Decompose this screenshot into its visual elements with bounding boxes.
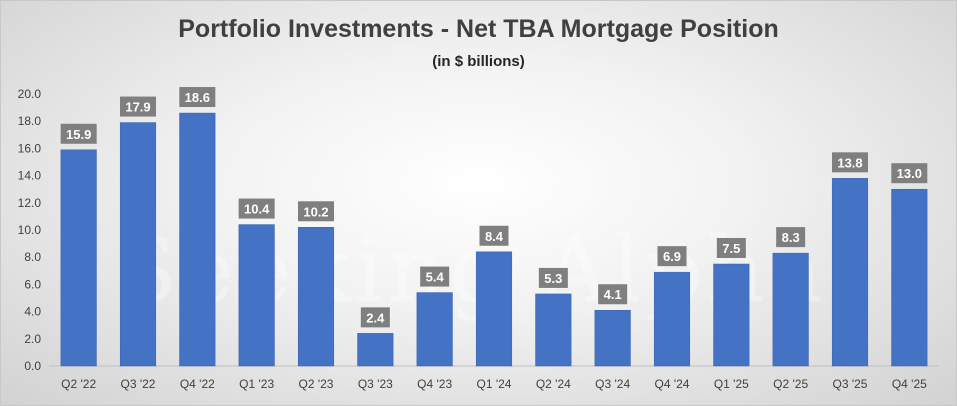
- x-tick-label: Q3 '23: [358, 377, 393, 391]
- chart-subtitle: (in $ billions): [432, 53, 525, 70]
- x-tick-label: Q4 '24: [655, 377, 690, 391]
- x-tick-label: Q1 '25: [714, 377, 749, 391]
- data-label: 8.4: [485, 229, 504, 244]
- bar: [653, 271, 691, 367]
- data-label-box: [179, 87, 216, 108]
- y-tick-label: 14.0: [18, 169, 42, 183]
- data-label-box: [420, 266, 450, 287]
- bar: [772, 252, 809, 367]
- data-label: 6.9: [663, 249, 681, 264]
- x-tick-label: Q2 '22: [61, 377, 96, 391]
- y-tick-label: 18.0: [18, 114, 42, 128]
- y-tick-label: 6.0: [24, 277, 41, 291]
- x-tick-label: Q2 '23: [299, 377, 334, 391]
- data-label-box: [832, 152, 868, 173]
- data-label-box: [891, 163, 928, 184]
- data-label: 2.4: [366, 310, 385, 325]
- bar: [713, 263, 750, 367]
- data-label-box: [776, 227, 806, 248]
- y-tick-label: 10.0: [18, 223, 42, 237]
- data-label: 13.0: [897, 166, 922, 181]
- bar: [119, 122, 157, 367]
- bar: [60, 149, 97, 367]
- data-label: 18.6: [185, 90, 210, 105]
- data-label-box: [60, 123, 97, 144]
- data-label-box: [716, 238, 746, 258]
- bar: [238, 224, 275, 367]
- x-tick-label: Q3 '24: [595, 377, 630, 391]
- data-label-box: [298, 201, 334, 222]
- data-label: 4.1: [604, 287, 622, 302]
- data-label: 7.5: [722, 241, 740, 256]
- bar: [179, 112, 216, 367]
- x-tick-label: Q2 '24: [536, 377, 571, 391]
- x-tick-label: Q3 '25: [833, 377, 868, 391]
- x-tick-label: Q4 '25: [892, 377, 927, 391]
- watermark-text: Seeking Alpha: [116, 218, 827, 323]
- data-label: 10.4: [244, 202, 270, 217]
- bar: [297, 227, 335, 367]
- chart-title: Portfolio Investments - Net TBA Mortgage…: [178, 15, 779, 43]
- data-label-box: [479, 225, 509, 246]
- x-tick-label: Q4 '22: [180, 377, 215, 391]
- x-tick-label: Q2 '25: [773, 377, 808, 391]
- data-label-box: [238, 198, 275, 219]
- bar: [357, 333, 394, 367]
- y-tick-label: 12.0: [18, 196, 42, 210]
- data-label: 5.4: [426, 270, 445, 285]
- data-label-box: [120, 96, 156, 117]
- bar: [416, 292, 453, 367]
- x-tick-label: Q1 '23: [239, 377, 274, 391]
- x-tick-label: Q1 '24: [477, 377, 512, 391]
- bar: [831, 178, 869, 367]
- y-tick-label: 0.0: [24, 359, 41, 373]
- y-tick-label: 2.0: [24, 332, 41, 346]
- bar: [475, 251, 513, 367]
- y-tick-label: 4.0: [24, 305, 41, 319]
- data-label: 5.3: [544, 271, 562, 286]
- y-tick-label: 8.0: [24, 250, 41, 264]
- x-tick-label: Q4 '23: [417, 377, 452, 391]
- data-label-box: [598, 284, 628, 305]
- data-label-box: [538, 267, 568, 288]
- bar: [535, 293, 572, 367]
- data-label: 8.3: [782, 230, 800, 245]
- data-label: 17.9: [125, 100, 150, 115]
- bar: [891, 188, 928, 367]
- data-label-box: [360, 307, 390, 328]
- data-label-box: [657, 246, 687, 267]
- x-tick-label: Q3 '22: [121, 377, 156, 391]
- data-label: 13.8: [837, 155, 862, 170]
- y-tick-label: 20.0: [18, 87, 42, 101]
- y-tick-label: 16.0: [18, 141, 42, 155]
- bar: [594, 309, 631, 367]
- data-label: 10.2: [303, 204, 328, 219]
- data-label: 15.9: [66, 127, 91, 142]
